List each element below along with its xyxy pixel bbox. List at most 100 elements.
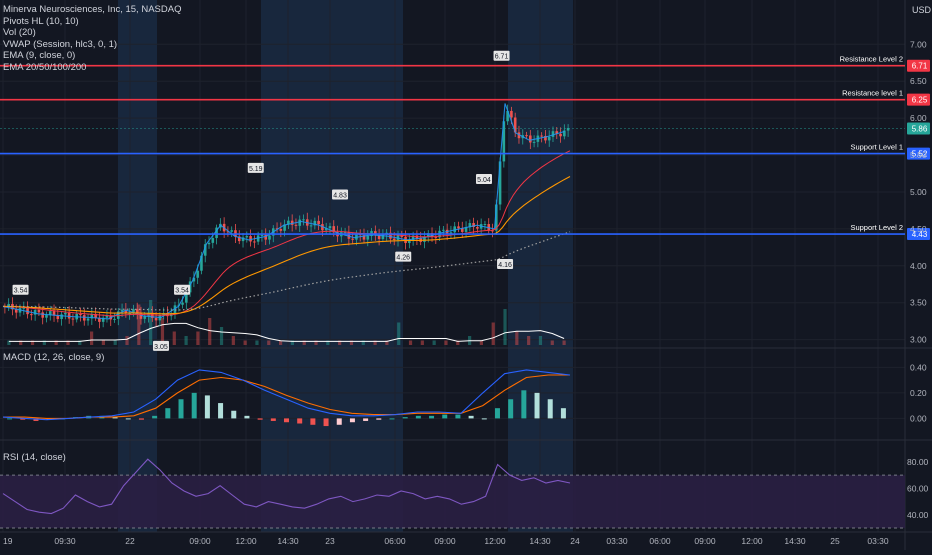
currency-label: USD [912,5,932,15]
level-tag-2 [907,147,930,160]
price-tick-3: 5.50 [910,150,927,160]
candle-body-145 [551,131,555,137]
candle-body-95 [362,235,366,240]
time-tick-8: 09:00 [434,536,456,546]
candle-body-36 [139,313,143,319]
candle-body-134 [510,110,513,118]
candle-body-27 [105,315,109,318]
macd-pane-label[interactable]: MACD (12, 26, close, 9) [3,352,105,363]
time-tick-0: 19 [3,536,13,546]
volume-bar-45 [538,336,543,345]
volume-bar-0 [7,340,11,345]
macd-hist-38 [508,399,514,419]
candle-body-10 [41,312,44,318]
pivot-box-4 [332,189,349,200]
macd-hist-19 [257,418,263,420]
candle-body-117 [445,229,449,235]
indicator-vwap[interactable]: VWAP (Session, hlc3, 0, 1) [3,38,118,50]
candle-body-63 [241,237,245,242]
candle-body-140 [532,141,536,143]
vwap-line [3,176,571,315]
time-tick-18: 03:30 [867,536,889,546]
candle-body-142 [540,135,543,137]
volume-bar-35 [420,340,424,345]
macd-tick-2: 0.00 [910,413,927,423]
volume-bar-40 [479,340,484,345]
candle-body-14 [56,315,60,320]
volume-bar-25 [302,340,306,345]
level-tag-text-3: 4.43 [912,230,928,239]
candle-body-149 [566,128,570,131]
time-tick-4: 12:00 [235,536,257,546]
candle-body-16 [64,312,67,315]
time-tick-3: 09:00 [189,536,211,546]
volume-bar-31 [373,340,377,345]
macd-hist-21 [284,418,289,423]
macd-hist-15 [204,395,210,419]
candle-body-85 [324,228,328,231]
volume-bar-11 [137,304,141,345]
rsi-pane-label[interactable]: RSI (14, close) [3,452,66,463]
candle-body-146 [555,131,559,134]
candle-body-112 [426,233,430,237]
level-tag-text-1: 6.25 [912,96,928,105]
candle-body-6 [26,307,29,315]
candle-body-123 [468,223,472,228]
candle-body-120 [457,226,460,229]
volume-bar-36 [432,340,436,345]
macd-hist-20 [270,418,276,421]
pivot-label-7: 4.16 [498,262,512,269]
indicator-volume[interactable]: Vol (20) [3,27,36,39]
macd-hist-25 [336,418,342,425]
candle-body-70 [268,235,271,240]
indicator-ema9[interactable]: EMA (9, close, 0) [3,50,76,62]
candle-body-9 [37,309,41,313]
price-tick-2: 6.00 [910,113,927,123]
pivot-labels: 3.54 3.54 3.05 5.19 4.83 4.26 5.04 4.16 6.71 [12,50,514,351]
candle-body-77 [294,224,298,226]
grid-lines [0,0,905,532]
candle-body-79 [302,219,305,221]
volume-bar-21 [255,340,259,345]
macd-hist-14 [191,392,197,419]
price-pane [2,103,571,329]
pivot-label-3: 5.19 [249,166,263,173]
rsi-pane [0,458,905,529]
candle-body-55 [211,238,215,243]
last-price-tag-text: 5.86 [912,124,928,133]
candle-body-23 [90,313,94,319]
volume-bar-42 [503,309,507,345]
volume-bar-30 [361,340,365,345]
candle-body-75 [287,220,290,225]
macd-hist-32 [429,415,435,419]
candle-body-26 [101,317,105,322]
rsi-line [2,458,571,515]
level-lines: Resistance Level 2 6.71 Resistance level 1… [0,55,930,241]
volume-bar-34 [408,340,413,345]
indicator-pivots[interactable]: Pivots HL (10, 10) [3,15,79,27]
candle-body-103 [392,238,396,241]
candle-body-144 [547,136,551,141]
macd-hist-36 [481,418,487,420]
indicator-ema-ribbon[interactable]: EMA 20/50/100/200 [3,61,87,73]
candle-body-3 [14,309,18,313]
macd-hist-27 [363,418,369,421]
candle-body-83 [317,220,320,225]
candle-body-72 [275,228,279,230]
candle-body-111 [423,236,426,242]
volume-bar-29 [349,340,354,345]
volume-bar-7 [89,331,94,345]
candle-body-139 [529,135,532,143]
time-tick-6: 23 [325,536,335,546]
candle-body-17 [67,312,71,319]
volume-bar-41 [491,322,495,345]
candle-body-73 [279,229,283,231]
macd-pane [2,369,571,427]
candle-body-60 [230,230,233,232]
candle-body-65 [249,236,252,242]
candle-body-99 [377,235,381,240]
time-tick-15: 12:00 [741,536,763,546]
candle-body-31 [120,309,124,312]
candle-body-35 [135,309,139,314]
